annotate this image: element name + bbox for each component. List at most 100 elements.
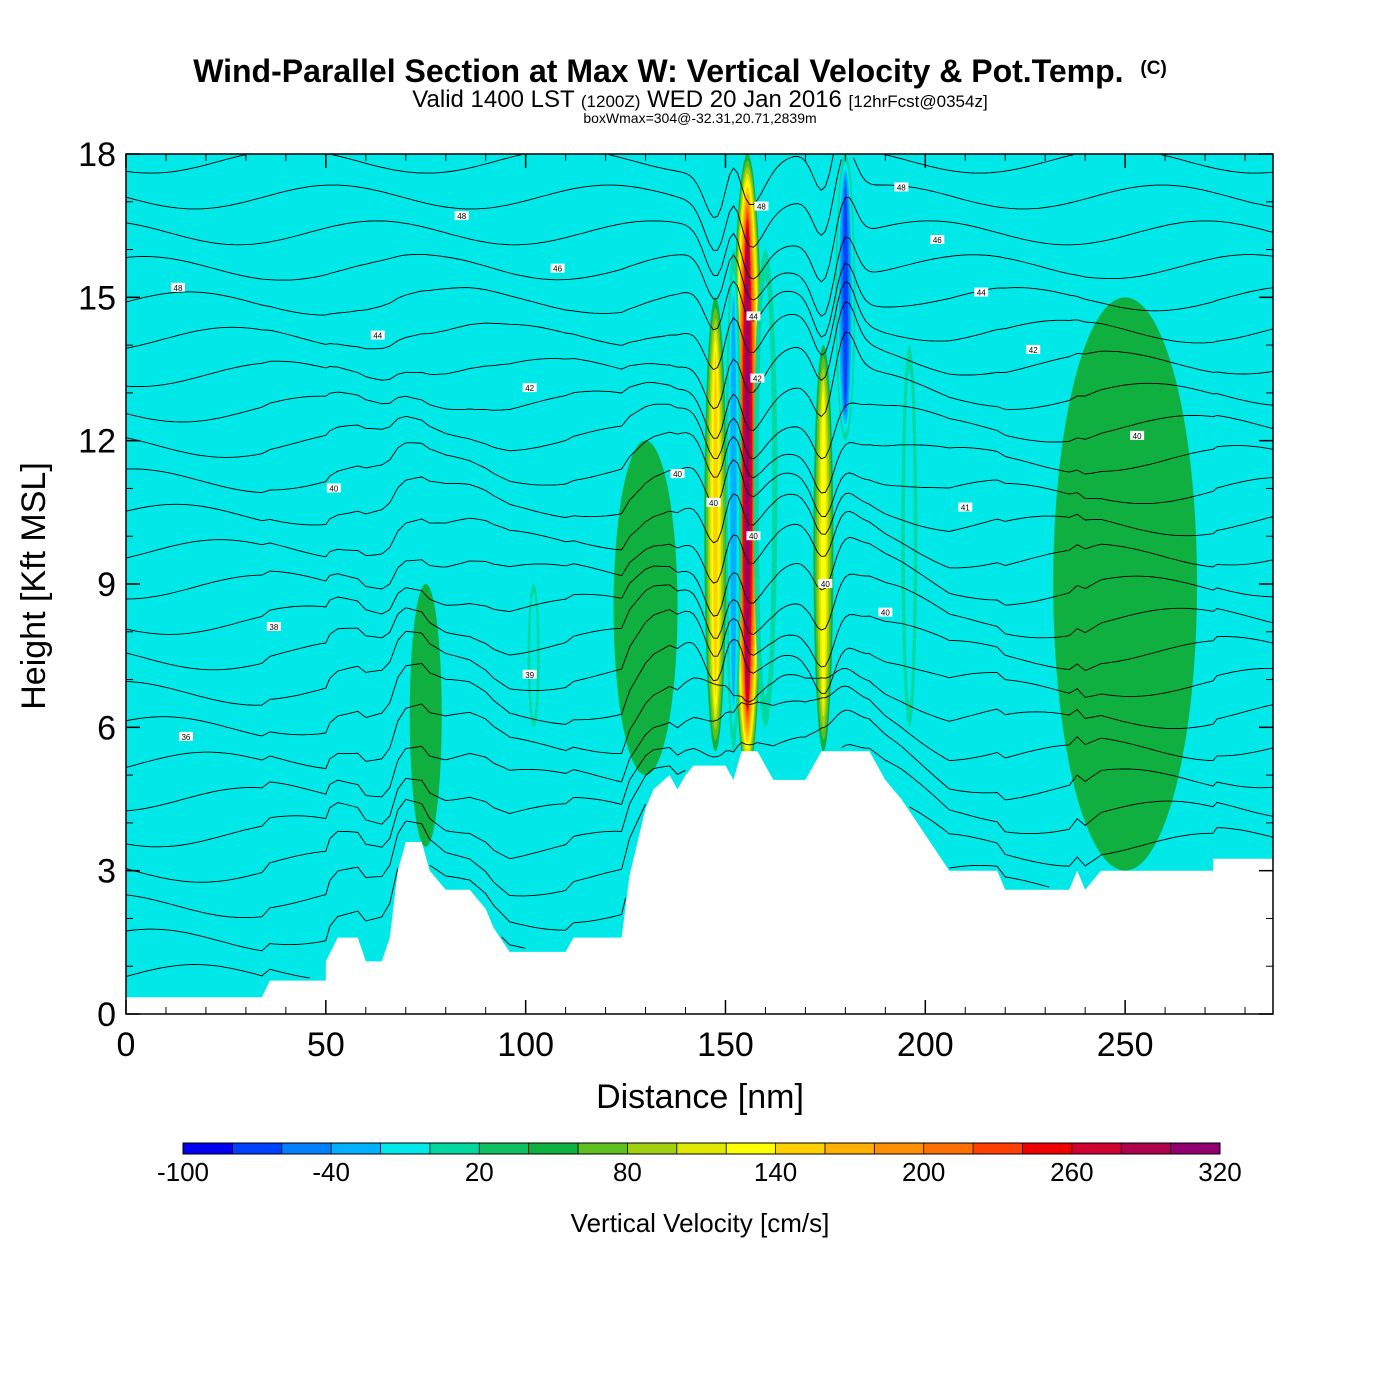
- w-band: [842, 186, 848, 409]
- w-band: [713, 351, 718, 698]
- svg-text:48: 48: [457, 212, 466, 221]
- w-band: [730, 295, 737, 706]
- x-tick-label: 250: [1097, 1026, 1154, 1064]
- contour-label: 42: [522, 383, 537, 393]
- colorbar-swatch: [627, 1143, 678, 1154]
- colorbar-frame: [182, 1142, 1221, 1155]
- terrain-mask: [126, 751, 1273, 1014]
- colorbar-swatch: [775, 1143, 826, 1154]
- svg-text:44: 44: [373, 332, 382, 341]
- contour-label: 48: [754, 201, 769, 212]
- x-tick-label: 0: [117, 1026, 136, 1064]
- svg-text:40: 40: [881, 609, 890, 618]
- w-band: [820, 391, 826, 706]
- theta-contour: [126, 459, 1273, 526]
- svg-text:40: 40: [709, 499, 718, 508]
- colorbar-tick-label: -100: [157, 1157, 209, 1187]
- subtitle-forecast: [12hrFcst@0354z]: [849, 92, 988, 111]
- theta-contour: [126, 864, 1050, 952]
- contour-label: 40: [878, 607, 893, 618]
- theta-contour: [126, 638, 1273, 737]
- colorbar-swatch: [380, 1143, 431, 1154]
- colorbar-swatch: [1071, 1143, 1122, 1154]
- svg-text:38: 38: [269, 623, 278, 632]
- theta-contour: [126, 609, 1273, 706]
- svg-text:46: 46: [553, 265, 562, 274]
- y-tick-label: 0: [97, 996, 116, 1034]
- colorbar-tick-label: 80: [613, 1157, 642, 1187]
- w-band: [904, 370, 914, 703]
- colorbar-swatch: [923, 1143, 974, 1154]
- x-axis-label: Distance [nm]: [596, 1078, 804, 1116]
- contour-label: 42: [1026, 344, 1041, 355]
- plot-area: 48 48 46 44 42 40 38 36 39 40 40 40 42 44 48 40 40 48 46 44…: [126, 154, 1273, 1014]
- feature-downdraft-east: [901, 345, 918, 728]
- svg-text:41: 41: [961, 504, 970, 513]
- theta-contours: [126, 154, 1273, 979]
- colorbar-tick-label: 320: [1198, 1157, 1241, 1187]
- w-band: [745, 238, 749, 691]
- w-band: [530, 593, 538, 718]
- contour-label: 46: [550, 263, 565, 274]
- copyright-mark: (C): [1140, 58, 1166, 79]
- contour-label: 41: [958, 502, 973, 513]
- colorbar-tick-label: 140: [754, 1157, 797, 1187]
- theta-contour: [126, 667, 1273, 770]
- feature-downdraft-low: [725, 249, 742, 752]
- svg-text:40: 40: [673, 470, 682, 479]
- colorbar-swatch: [824, 1143, 875, 1154]
- x-tick-label: 150: [697, 1026, 754, 1064]
- w-band: [758, 280, 773, 697]
- y-axis-label: Height [Kft MSL]: [15, 462, 53, 710]
- colorbar-swatch: [479, 1143, 530, 1154]
- theta-contour: [126, 685, 1273, 812]
- w-band: [613, 440, 678, 776]
- svg-text:36: 36: [181, 733, 190, 742]
- theta-contour: [126, 157, 1273, 251]
- chart-annotation: boxWmax=304@-32.31,20.71,2839m: [583, 110, 816, 126]
- colorbar-swatch: [973, 1143, 1023, 1154]
- contour-label: 40: [1130, 430, 1145, 441]
- theta-contour: [126, 804, 1273, 919]
- theta-contour: [126, 280, 1273, 371]
- feature-updraft-east: [813, 345, 834, 752]
- colorbar-swatch: [281, 1143, 332, 1154]
- feature-downdraft-mid: [753, 249, 778, 728]
- contour-label: 40: [746, 531, 761, 541]
- colorbar-swatch: [1121, 1143, 1172, 1154]
- svg-text:42: 42: [525, 384, 534, 393]
- theta-contour: [126, 537, 1273, 635]
- w-band: [1053, 297, 1198, 871]
- colorbar-swatch: [331, 1143, 382, 1154]
- contour-label: 48: [170, 282, 185, 293]
- contour-label: 44: [370, 330, 385, 341]
- colorbar-swatch: [874, 1143, 925, 1154]
- svg-text:44: 44: [749, 312, 758, 321]
- chart-title-text: Wind-Parallel Section at Max W: Vertical…: [193, 53, 1123, 89]
- theta-contour: [126, 510, 1273, 600]
- svg-text:48: 48: [757, 203, 766, 212]
- theta-contour: [126, 301, 1273, 410]
- contour-label: 44: [974, 287, 989, 298]
- svg-text:40: 40: [749, 532, 758, 541]
- y-tick-label: 12: [78, 423, 116, 461]
- colorbar-swatch: [1170, 1143, 1221, 1154]
- theta-contour: [126, 196, 1273, 283]
- colorbar-swatch: [232, 1143, 283, 1154]
- w-band: [409, 584, 442, 847]
- colorbar-swatch: [183, 1143, 233, 1154]
- colorbar: -100 -40 20 80 140 200 260 320: [157, 1142, 1242, 1187]
- y-tick-label: 9: [97, 566, 116, 604]
- theta-contour: [126, 431, 1273, 494]
- svg-text:46: 46: [933, 236, 942, 245]
- svg-text:40: 40: [821, 580, 830, 589]
- svg-text:42: 42: [1029, 346, 1038, 355]
- subtitle-utc: (1200Z): [581, 92, 641, 111]
- contour-label: 39: [522, 669, 537, 680]
- contour-label: 42: [750, 373, 765, 384]
- colorbar-swatch: [726, 1143, 777, 1154]
- svg-text:44: 44: [977, 289, 986, 298]
- subtitle-valid: Valid 1400 LST: [412, 86, 575, 113]
- contour-label: 36: [178, 731, 193, 742]
